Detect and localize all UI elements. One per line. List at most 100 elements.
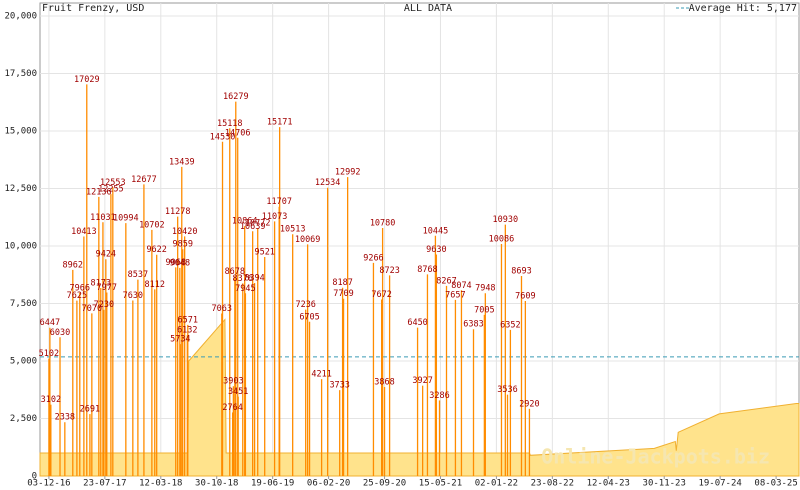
hit-label: 3102 [41, 395, 61, 405]
hit-label: 14530 [210, 132, 236, 142]
hit-label: 7945 [235, 284, 255, 294]
hit-label: 2764 [222, 403, 242, 413]
hit-label: 12255 [98, 185, 124, 195]
hit-label: 6383 [463, 320, 483, 330]
hit-label: 7005 [474, 305, 494, 315]
hit-label: 10420 [172, 227, 198, 237]
y-tick-label: 2,500 [10, 414, 37, 424]
x-tick-label: 25-09-20 [363, 479, 406, 489]
hit-label: 3868 [374, 378, 394, 388]
hit-label: 6571 [178, 315, 198, 325]
x-tick-label: 23-08-22 [531, 479, 574, 489]
hit-label: 7657 [445, 290, 465, 300]
hit-label: 8267 [436, 276, 456, 286]
y-tick-label: 12,500 [4, 184, 37, 194]
hit-label: 3903 [223, 377, 243, 387]
x-tick-label: 30-10-18 [195, 479, 238, 489]
hit-label: 9048 [170, 258, 190, 268]
hit-label: 2338 [55, 413, 75, 423]
hit-label: 7966 [70, 283, 90, 293]
hit-label: 11073 [262, 212, 288, 222]
hit-label: 10772 [245, 219, 271, 229]
y-tick-label: 7,500 [10, 299, 37, 309]
hit-label: 15118 [217, 119, 243, 129]
x-tick-label: 23-07-17 [83, 479, 126, 489]
hit-label: 6447 [40, 318, 60, 328]
hit-label: 8693 [511, 267, 531, 277]
hit-label: 8187 [332, 278, 352, 288]
y-tick-label: 20,000 [4, 12, 37, 22]
hit-label: 3536 [497, 385, 517, 395]
hit-label: 9859 [172, 240, 192, 250]
hit-label: 7230 [94, 300, 114, 310]
hit-label: 6450 [407, 318, 427, 328]
hit-label: 6352 [500, 320, 520, 330]
y-tick-label: 5,000 [10, 357, 37, 367]
hit-label: 10994 [113, 214, 139, 224]
hit-label: 3733 [329, 381, 349, 391]
hit-label: 12553 [100, 178, 126, 188]
hit-label: 8962 [63, 260, 83, 270]
hit-label: 7630 [123, 291, 143, 301]
hit-label: 10930 [493, 215, 519, 225]
hit-label: 8112 [145, 280, 165, 290]
hit-label: 8394 [244, 273, 264, 283]
hit-label: 12677 [131, 175, 157, 185]
hit-label: 7977 [97, 283, 117, 293]
hit-label: 7070 [82, 304, 102, 314]
hit-label: 3927 [412, 376, 432, 386]
hit-label: 11278 [165, 207, 191, 217]
chart-subtitle: ALL DATA [404, 3, 452, 14]
hit-label: 3286 [429, 391, 449, 401]
x-tick-label: 19-07-24 [698, 479, 741, 489]
hit-label: 9521 [254, 248, 274, 258]
hit-label: 10702 [139, 220, 165, 230]
hit-label: 10069 [295, 235, 321, 245]
hit-label: 17029 [74, 75, 100, 85]
hit-label: 7609 [515, 291, 535, 301]
hits-layer [48, 84, 531, 476]
hit-label: 10513 [280, 225, 306, 235]
hit-label: 10864 [232, 217, 258, 227]
hit-label: 10639 [240, 222, 266, 232]
hit-label: 8768 [417, 265, 437, 275]
x-tick-label: 02-01-22 [475, 479, 518, 489]
hit-label: 10445 [423, 226, 449, 236]
watermark: Online-Jackpots.biz [541, 445, 770, 469]
x-tick-label: 03-12-16 [27, 479, 70, 489]
hit-label: 4211 [311, 370, 331, 380]
hit-label: 9630 [426, 245, 446, 255]
hit-label: 15171 [267, 118, 293, 128]
x-tick-label: 12-04-23 [587, 479, 630, 489]
x-tick-label: 15-05-21 [419, 479, 462, 489]
x-tick-label: 08-03-25 [754, 479, 797, 489]
x-tick-label: 06-02-20 [307, 479, 350, 489]
x-tick-label: 12-03-18 [139, 479, 182, 489]
hit-label: 6030 [50, 328, 70, 338]
hit-label: 3451 [228, 387, 248, 397]
plot-area [39, 2, 800, 477]
hit-label: 2691 [80, 405, 100, 415]
y-tick-label: 15,000 [4, 127, 37, 137]
hit-label: 8537 [128, 270, 148, 280]
y-tick-label: 0 [32, 472, 37, 482]
hit-label: 9622 [146, 245, 166, 255]
hit-label: 9266 [363, 253, 383, 263]
hit-label: 8074 [451, 281, 471, 291]
x-tick-label: 30-11-23 [643, 479, 686, 489]
hit-label: 11707 [266, 197, 292, 207]
hit-label: 13439 [169, 157, 195, 167]
hit-label: 9068 [166, 258, 186, 268]
legend-average: Average Hit: 5,177 [689, 3, 797, 14]
hit-label: 5734 [170, 335, 190, 345]
hit-label: 7063 [212, 304, 232, 314]
hit-label: 8173 [91, 279, 111, 289]
hit-label: 10780 [370, 219, 396, 229]
hit-label: 7948 [475, 284, 495, 294]
chart-title: Fruit Frenzy, USD [42, 3, 144, 14]
hit-label: 9424 [96, 250, 116, 260]
y-tick-label: 10,000 [4, 242, 37, 252]
hit-label: 2920 [519, 399, 539, 409]
